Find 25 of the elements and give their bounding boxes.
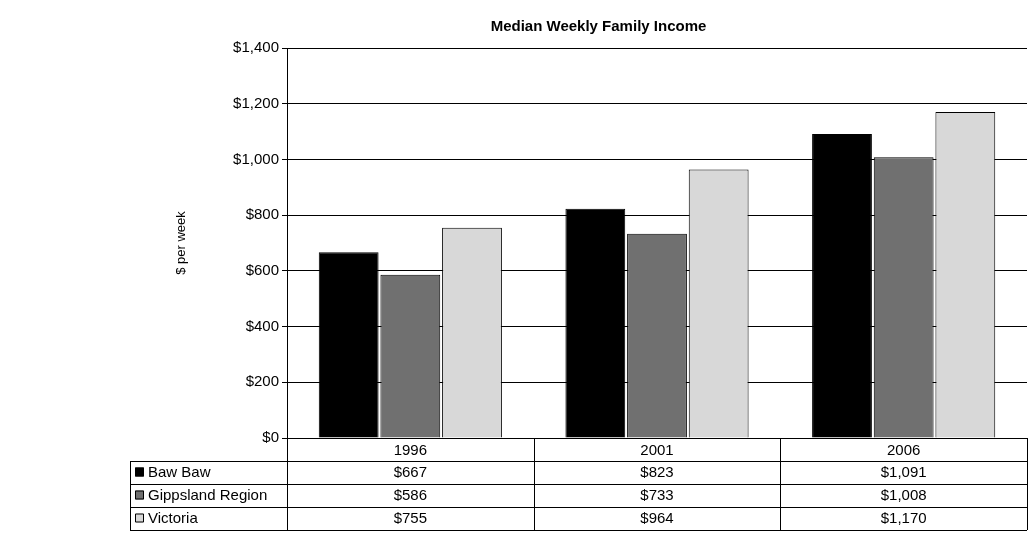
data-label: $586 [393,485,428,503]
y-tick-label: $200 [245,372,279,390]
y-tick-label: $1,000 [233,149,279,167]
y-tick-label: $0 [262,428,279,446]
y-tick-label: $1,400 [233,38,279,56]
y-tick-label: $400 [245,316,279,334]
data-label: $733 [640,485,674,503]
y-tick-label: $1,200 [233,93,279,111]
y-tick-label: $600 [245,261,279,278]
y-tick-label: $800 [245,205,279,223]
legend-label: Victoria [148,508,199,526]
x-tick-label: 2006 [886,441,921,459]
data-label: $964 [640,508,674,526]
legend-label: Gippsland Region [148,485,268,503]
data-label: $1,091 [880,462,927,480]
x-tick-label: 1996 [393,441,428,459]
legend-label: Baw Baw [148,462,211,480]
data-label: $823 [640,462,674,480]
x-tick-label: 2001 [640,441,674,459]
y-axis-title: $ per week [173,210,189,275]
chart-title: Median Weekly Family Income [490,17,707,35]
data-label: $755 [393,508,428,526]
data-label: $1,170 [880,508,927,526]
data-label: $667 [393,462,428,480]
data-label: $1,008 [880,485,927,503]
